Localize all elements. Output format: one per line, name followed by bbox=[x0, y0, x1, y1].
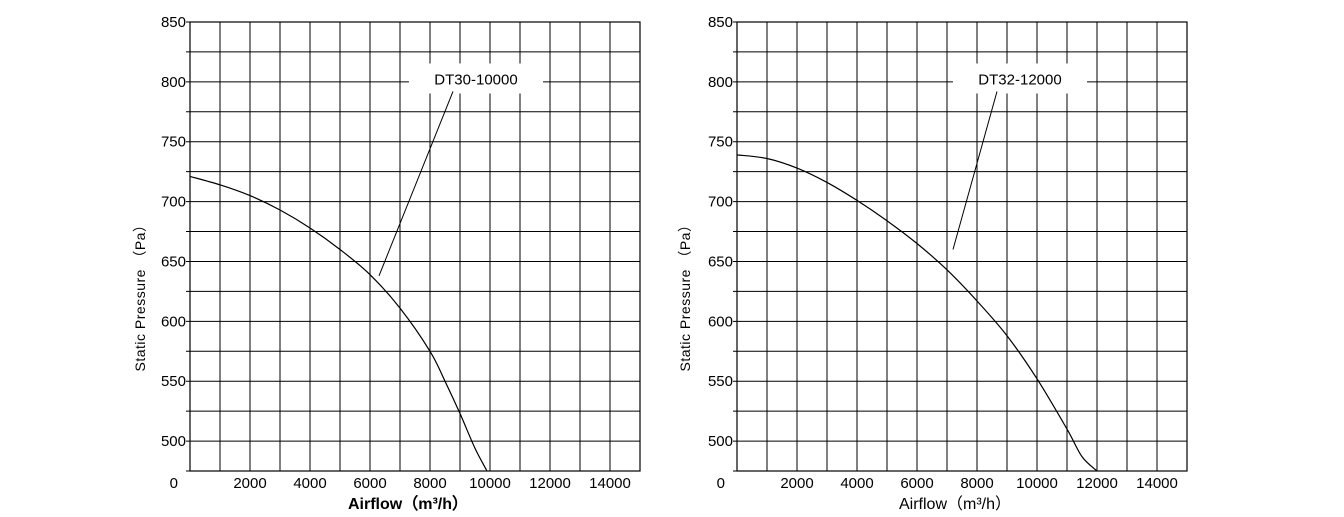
series-line-DT32-12000 bbox=[736, 154, 1098, 472]
y-axis-label: Static Pressure （Pa） bbox=[132, 218, 148, 372]
annotation-leader-line bbox=[378, 91, 454, 277]
y-tick-label: 850 bbox=[161, 14, 186, 31]
y-tick-label: 700 bbox=[708, 194, 733, 211]
series-line-DT30-10000 bbox=[189, 175, 488, 472]
y-tick-label: 600 bbox=[161, 313, 186, 330]
x-axis-label: Airflow（m³/h） bbox=[348, 495, 468, 513]
x-tick-label: 10000 bbox=[1016, 475, 1058, 492]
y-tick-label: 800 bbox=[708, 74, 733, 91]
annotation-box bbox=[953, 63, 1087, 94]
x-tick-label: 4000 bbox=[293, 475, 326, 492]
y-tick-label: 750 bbox=[161, 134, 186, 151]
y-tick-label: 600 bbox=[708, 313, 733, 330]
x-tick-label: 10000 bbox=[469, 475, 511, 492]
x-tick-label: 2000 bbox=[233, 475, 266, 492]
y-tick-label: 700 bbox=[161, 194, 186, 211]
x-tick-label: 2000 bbox=[780, 475, 813, 492]
y-tick-label: 500 bbox=[708, 433, 733, 450]
x-tick-label: 0 bbox=[717, 475, 725, 492]
y-tick-label: 500 bbox=[161, 433, 186, 450]
y-tick-label: 750 bbox=[708, 134, 733, 151]
chart-1: 500 550 600 650 700 750 800 850 0 2000 4000 6000 800… bbox=[132, 14, 641, 513]
x-tick-label: 6000 bbox=[353, 475, 386, 492]
x-tick-label: 4000 bbox=[840, 475, 873, 492]
plot-frame bbox=[736, 21, 1188, 472]
annotation-label: DT30-10000 bbox=[434, 71, 517, 88]
y-tick-label: 850 bbox=[708, 14, 733, 31]
chart-2: 500 550 600 650 700 750 800 850 0 2000 4000 6000 800… bbox=[677, 14, 1188, 513]
y-tick-label: 650 bbox=[161, 253, 186, 270]
x-tick-label: 14000 bbox=[589, 475, 631, 492]
x-tick-label: 12000 bbox=[529, 475, 571, 492]
y-axis-label: Static Pressure （Pa） bbox=[677, 218, 693, 372]
x-tick-label: 6000 bbox=[900, 475, 933, 492]
annotation-leader-line bbox=[952, 91, 998, 250]
x-tick-label: 8000 bbox=[413, 475, 446, 492]
annotation-label: DT32-12000 bbox=[978, 71, 1061, 88]
x-tick-label: 8000 bbox=[960, 475, 993, 492]
y-tick-label: 800 bbox=[161, 74, 186, 91]
x-tick-label: 0 bbox=[170, 475, 178, 492]
x-tick-label: 14000 bbox=[1136, 475, 1178, 492]
annotation-box bbox=[409, 63, 543, 94]
plot-frame bbox=[189, 21, 641, 472]
y-tick-label: 550 bbox=[161, 373, 186, 390]
x-tick-label: 12000 bbox=[1076, 475, 1118, 492]
x-axis-label: Airflow（m³/h） bbox=[899, 495, 1011, 513]
y-tick-label: 650 bbox=[708, 253, 733, 270]
y-tick-label: 550 bbox=[708, 373, 733, 390]
